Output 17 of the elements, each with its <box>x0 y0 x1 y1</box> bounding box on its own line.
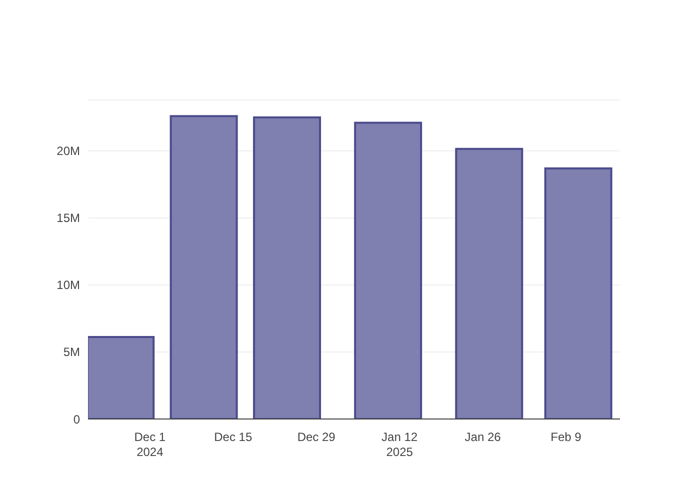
bar <box>88 336 155 419</box>
x-tick-label: Jan 26 <box>464 430 502 444</box>
y-tick-label: 5M <box>63 345 80 360</box>
y-tick-label: 0 <box>73 412 80 426</box>
bar <box>170 115 238 419</box>
y-tick-label: 20M <box>56 144 80 158</box>
bar <box>354 122 422 419</box>
x-tick-label: Dec 15 <box>214 430 252 444</box>
x-tick-label: Dec 29 <box>297 430 336 444</box>
y-tick-label: 15M <box>56 211 80 226</box>
bar <box>455 148 524 419</box>
x-tick-label: Feb 9 <box>550 430 582 444</box>
bar <box>253 116 322 419</box>
x-tick-label: Jan 12 2025 <box>382 430 418 459</box>
bar <box>544 167 612 419</box>
y-tick-label: 10M <box>56 278 80 292</box>
x-tick-label: Dec 1 2024 <box>134 430 166 459</box>
